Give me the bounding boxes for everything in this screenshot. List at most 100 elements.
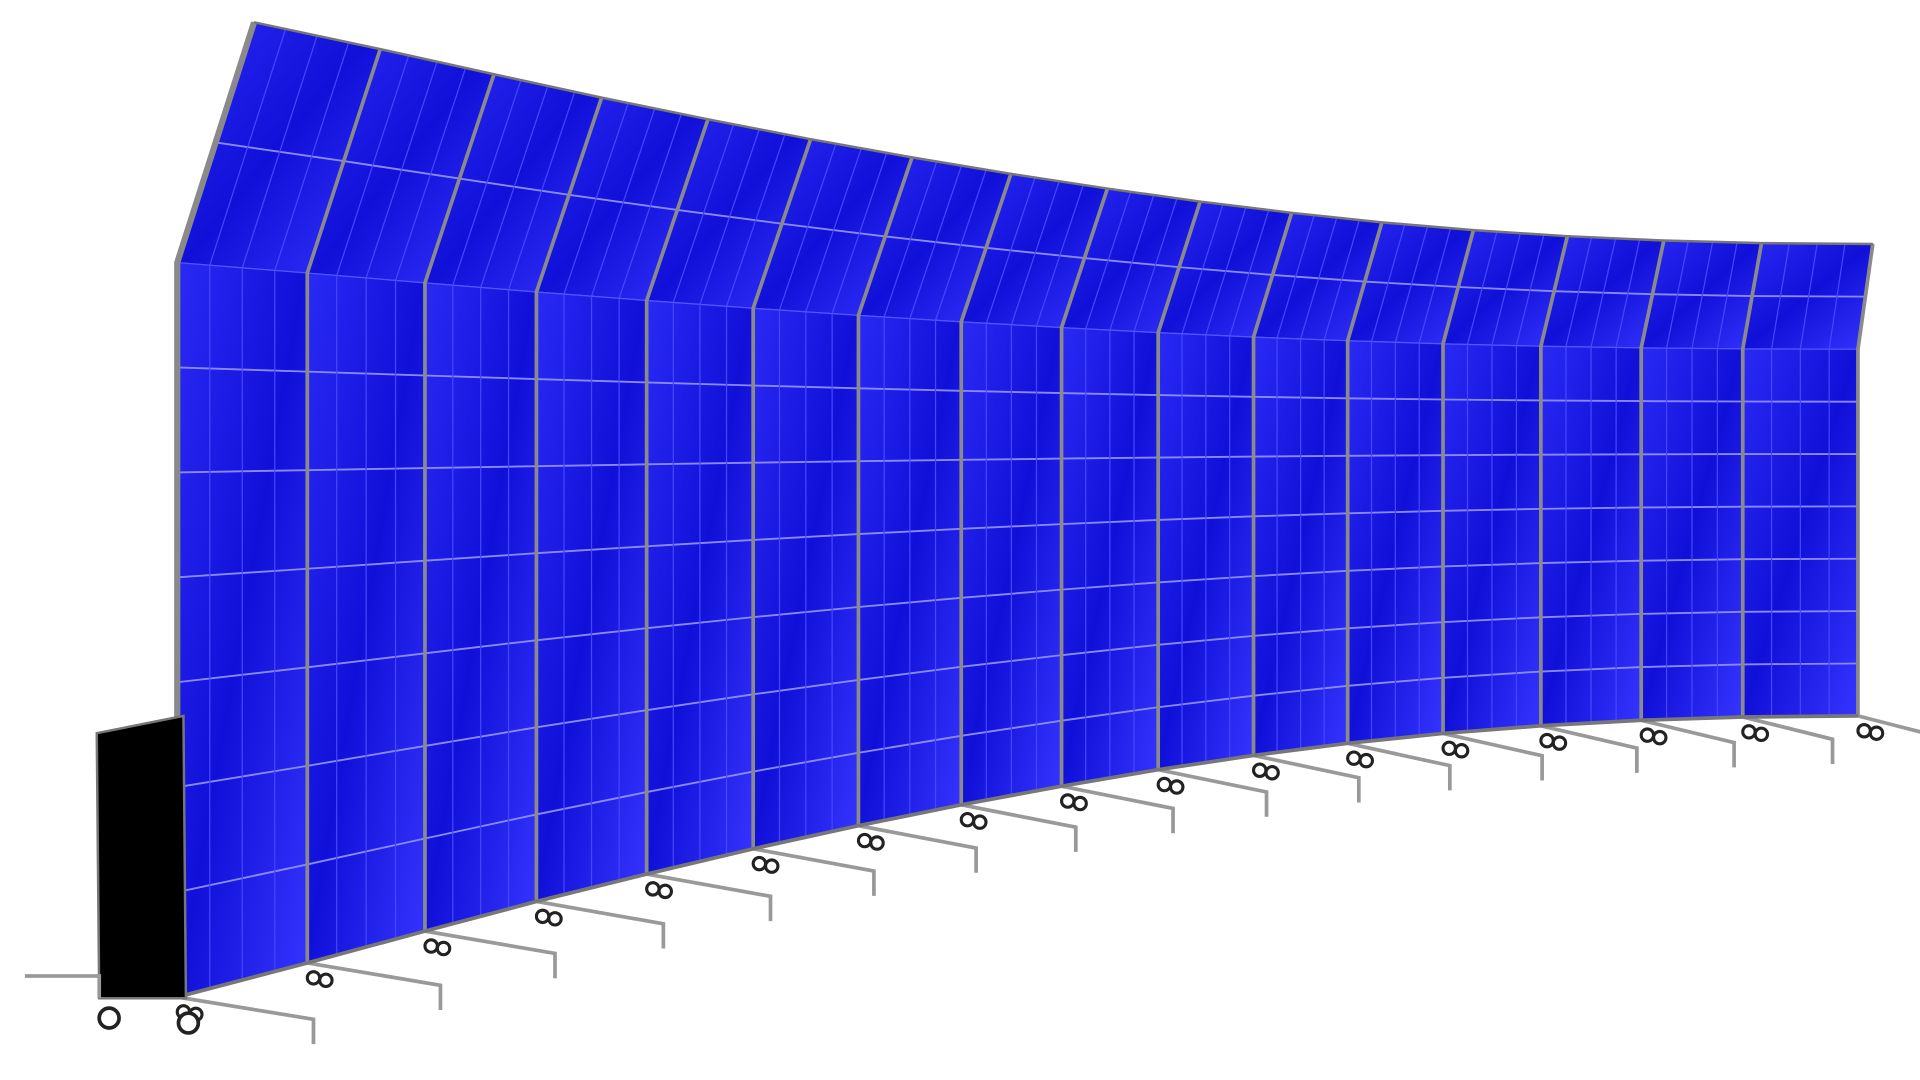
wheel	[856, 832, 873, 849]
panel-seam	[985, 177, 1036, 324]
panel-seam	[1300, 217, 1338, 340]
case-foot	[24, 974, 102, 999]
frame-pole	[1156, 200, 1202, 770]
foot	[1347, 741, 1452, 791]
panel-seam	[1181, 204, 1224, 334]
panel-seam	[725, 134, 786, 307]
wheel	[1753, 726, 1770, 743]
wheel	[645, 881, 661, 897]
wheel	[1453, 743, 1470, 759]
wheel	[972, 814, 988, 830]
panel-seam	[618, 113, 682, 299]
panel-seam	[1323, 219, 1360, 341]
panel-seam	[452, 79, 522, 286]
wall	[174, 21, 1875, 999]
wheel	[751, 855, 768, 872]
top-edge	[253, 21, 1873, 246]
panel-seam	[778, 143, 837, 311]
foot	[752, 846, 876, 896]
wheel	[534, 908, 551, 925]
frame-pole	[423, 73, 496, 932]
panel-seam	[909, 165, 963, 319]
wheel	[869, 835, 885, 851]
foot	[1253, 753, 1361, 803]
foot	[176, 995, 316, 1045]
panel-seam	[1515, 234, 1545, 346]
panel-seam	[1276, 215, 1315, 339]
wheel	[1539, 732, 1555, 749]
panel-seam	[209, 28, 287, 266]
panel-seam	[1565, 237, 1593, 347]
panel-seam	[1133, 198, 1178, 332]
wheel	[657, 883, 673, 900]
panel-seam	[1716, 242, 1738, 349]
wheel	[1441, 740, 1457, 757]
foot	[646, 872, 773, 922]
frame-pole	[1059, 187, 1110, 787]
frame-pole	[644, 118, 710, 875]
bottom-edge	[176, 714, 1858, 999]
wheel	[1060, 793, 1076, 809]
foot	[536, 899, 666, 949]
panel-seam	[1085, 191, 1132, 330]
frame-pole	[534, 97, 604, 902]
panel-seam	[934, 169, 987, 321]
wheel	[1358, 752, 1374, 769]
panel-seam	[480, 85, 549, 288]
panel-seam	[883, 161, 938, 318]
panel-seam	[1491, 233, 1521, 346]
foot	[424, 929, 557, 979]
wheel	[176, 1011, 201, 1035]
foot	[1442, 731, 1544, 781]
panel-seam	[1010, 181, 1060, 325]
frame-pole	[1441, 229, 1476, 734]
foot	[1061, 784, 1175, 834]
wheel	[318, 972, 334, 989]
wheel	[423, 938, 439, 954]
wheel	[547, 911, 563, 927]
panel-seam	[699, 129, 760, 305]
frame-pole	[305, 48, 382, 963]
panel-seam	[336, 55, 410, 276]
panel-seam	[1799, 243, 1818, 350]
panel-seam	[590, 108, 656, 297]
wheel	[305, 970, 322, 986]
panel-seam	[1205, 207, 1247, 336]
panel-seam	[1466, 231, 1498, 345]
wheel	[1251, 762, 1268, 779]
panel-seam	[1615, 239, 1641, 348]
panel-seam	[1770, 243, 1790, 350]
wheel	[1169, 779, 1185, 795]
wheel	[1346, 750, 1362, 766]
wheel	[764, 858, 780, 874]
frame-pole	[1639, 240, 1666, 721]
panel-seam	[1665, 241, 1689, 349]
foot	[858, 823, 978, 873]
panel-seam	[241, 35, 318, 269]
foot	[1540, 723, 1639, 773]
frame-pole	[1740, 242, 1764, 717]
wheel	[97, 1006, 121, 1030]
wheel	[1868, 725, 1885, 741]
foot	[1742, 715, 1835, 765]
panel-seam	[831, 152, 888, 314]
foot	[306, 961, 443, 1011]
panel-seam	[672, 124, 735, 303]
panel-seam	[1590, 238, 1617, 348]
case-body	[95, 714, 188, 1000]
wheel	[1551, 735, 1568, 751]
panel-seam	[805, 148, 862, 313]
feet	[175, 714, 1920, 1045]
wheel	[1741, 724, 1757, 740]
road-case	[24, 714, 201, 1035]
panel-seam	[1691, 241, 1714, 349]
wheel	[1856, 722, 1872, 739]
frame-pole	[1251, 212, 1294, 756]
panel-seam	[1394, 226, 1429, 343]
frame-pole	[856, 156, 914, 826]
panel-seam	[1109, 194, 1155, 331]
foot	[1640, 718, 1736, 768]
panel-seam	[274, 42, 350, 271]
wheel	[1639, 727, 1656, 743]
